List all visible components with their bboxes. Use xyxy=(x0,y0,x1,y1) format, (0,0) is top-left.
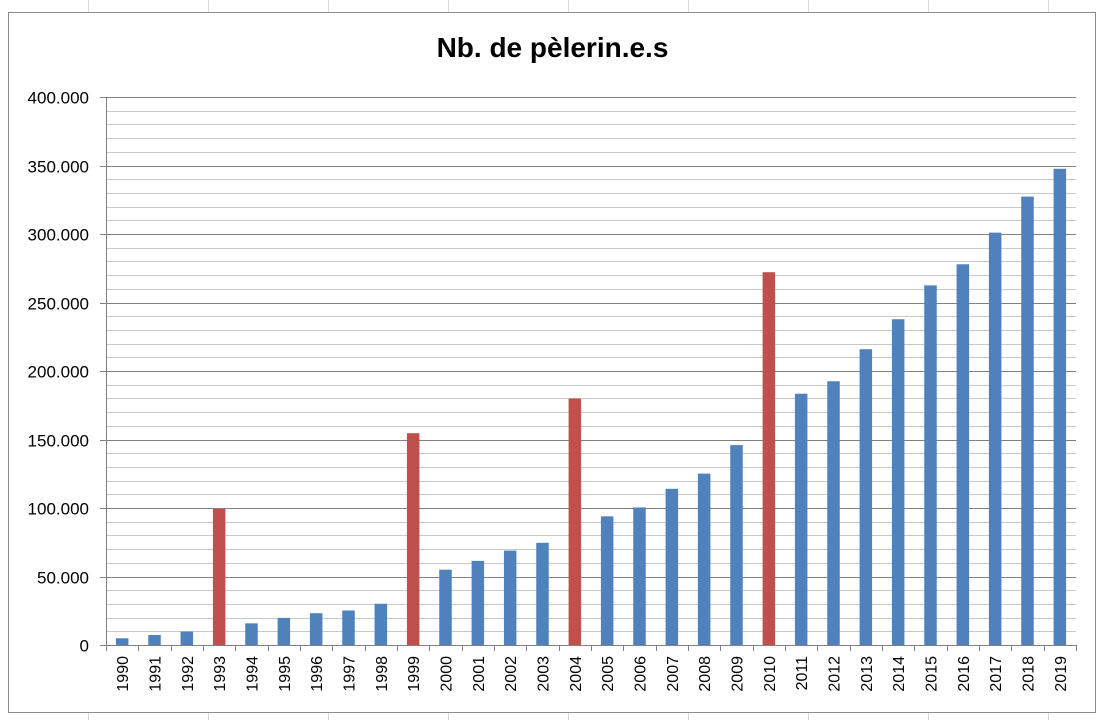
bar-1997 xyxy=(342,610,355,645)
x-tick-label: 1995 xyxy=(277,656,294,692)
bar-2015 xyxy=(924,285,937,645)
x-tick-label: 1993 xyxy=(212,656,229,692)
x-tick-label: 2017 xyxy=(988,656,1005,692)
x-tick-label: 1994 xyxy=(245,656,262,692)
x-tick-label: 1998 xyxy=(374,656,391,692)
x-tick-label: 2006 xyxy=(633,656,650,692)
bar-2011 xyxy=(794,393,808,645)
bar-2005 xyxy=(600,516,614,645)
x-tick-label: 1996 xyxy=(309,656,326,692)
bar-2016 xyxy=(956,264,970,645)
x-tick-label: 2007 xyxy=(665,656,682,692)
x-tick-label: 1991 xyxy=(148,656,165,692)
y-tick-label: 150.000 xyxy=(28,432,89,451)
bar-2014 xyxy=(891,319,905,645)
x-tick-label: 2008 xyxy=(697,656,714,692)
x-tick-label: 1997 xyxy=(342,656,359,692)
bar-2004 xyxy=(568,398,582,645)
x-tick-label: 2001 xyxy=(471,656,488,692)
bar-1999 xyxy=(406,433,420,645)
x-tick-label: 2011 xyxy=(794,656,811,691)
x-tick-label: 1992 xyxy=(180,656,197,692)
x-tick-label: 2010 xyxy=(762,656,779,692)
bar-2019 xyxy=(1053,168,1067,645)
bar-2003 xyxy=(536,542,549,645)
y-tick-label: 350.000 xyxy=(28,158,89,177)
bar-2013 xyxy=(859,349,873,645)
bar-1990 xyxy=(115,638,129,645)
x-tick-label: 2009 xyxy=(730,656,747,692)
bar-2012 xyxy=(827,381,840,645)
x-tick-label: 2003 xyxy=(536,656,553,692)
x-tick-label: 2000 xyxy=(439,656,456,692)
y-tick-label: 50.000 xyxy=(37,569,89,588)
x-tick-label: 1990 xyxy=(115,656,132,692)
x-tick-label: 2019 xyxy=(1053,656,1070,692)
x-tick-label: 2016 xyxy=(956,656,973,692)
bar-2000 xyxy=(439,569,452,645)
y-tick-label: 0 xyxy=(80,637,89,656)
x-tick-label: 2013 xyxy=(859,656,876,692)
bar-1998 xyxy=(374,603,388,645)
y-tick-label: 300.000 xyxy=(28,226,89,245)
bar-2010 xyxy=(762,272,776,645)
x-tick-label: 2014 xyxy=(891,656,908,692)
bar-1994 xyxy=(245,623,258,645)
y-tick-label: 250.000 xyxy=(28,295,89,314)
bar-2007 xyxy=(665,488,679,645)
x-tick-label: 2015 xyxy=(924,656,941,692)
y-tick-label: 400.000 xyxy=(28,89,89,108)
bar-1992 xyxy=(180,631,194,645)
bar-2002 xyxy=(503,550,517,645)
bar-1991 xyxy=(148,634,161,645)
chart-area[interactable] xyxy=(8,12,1096,713)
x-tick-label: 1999 xyxy=(406,656,423,692)
x-tick-label: 2002 xyxy=(503,656,520,692)
y-tick-label: 100.000 xyxy=(28,500,89,519)
y-tick-label: 200.000 xyxy=(28,363,89,382)
bar-2018 xyxy=(1021,196,1034,645)
x-tick-label: 2012 xyxy=(827,656,844,692)
bar-2009 xyxy=(730,445,743,645)
x-tick-label: 2005 xyxy=(600,656,617,692)
x-tick-label: 2004 xyxy=(568,656,585,692)
x-tick-label: 2018 xyxy=(1021,656,1038,692)
bar-2017 xyxy=(988,232,1002,645)
bar-1993 xyxy=(212,508,226,645)
bar-2006 xyxy=(633,507,646,645)
bar-1995 xyxy=(277,617,291,645)
bar-2001 xyxy=(471,560,485,645)
bar-2008 xyxy=(697,473,711,645)
chart-title: Nb. de pèlerin.e.s xyxy=(436,32,669,63)
bar-1996 xyxy=(309,613,323,645)
